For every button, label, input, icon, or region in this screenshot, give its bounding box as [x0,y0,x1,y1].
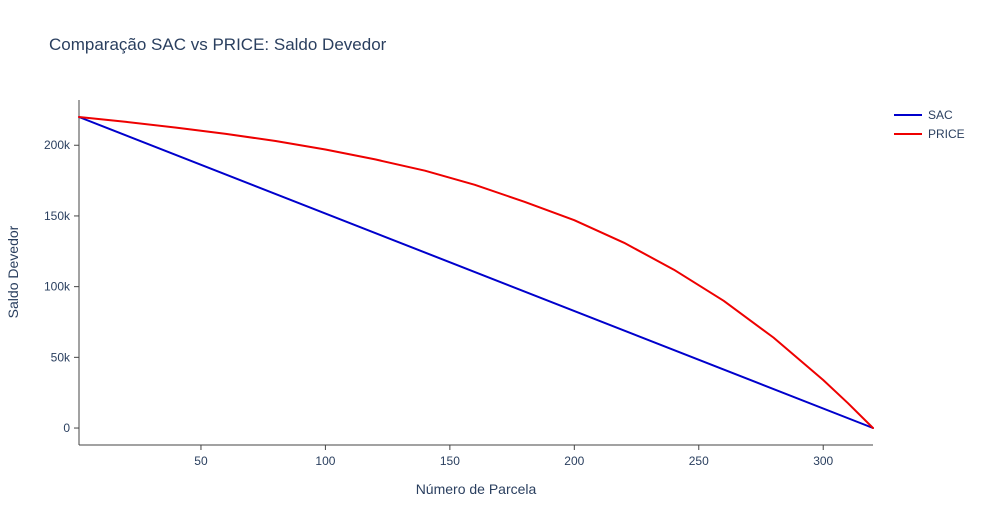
legend: SAC PRICE [894,108,965,141]
x-axis-title: Número de Parcela [416,481,537,497]
y-tick-label: 50k [51,350,71,364]
x-axis-ticks: 50 100 150 200 250 300 [194,445,834,468]
y-tick-label: 0 [63,421,70,435]
x-tick-label: 50 [194,454,208,468]
y-tick-label: 100k [44,280,71,294]
x-tick-label: 100 [315,454,335,468]
y-axis-title: Saldo Devedor [5,225,21,318]
series-layer [78,116,874,429]
x-tick-label: 250 [689,454,709,468]
x-tick-label: 200 [564,454,584,468]
x-tick-label: 300 [813,454,833,468]
chart-title: Comparação SAC vs PRICE: Saldo Devedor [49,35,387,54]
axes [78,100,873,446]
y-tick-label: 200k [44,138,71,152]
y-axis-ticks: 0 50k 100k 150k 200k [44,138,79,435]
legend-label-sac: SAC [928,108,953,122]
series-line-price [78,116,874,429]
x-tick-label: 150 [440,454,460,468]
y-tick-label: 150k [44,209,71,223]
legend-label-price: PRICE [928,127,965,141]
series-line-sac [78,116,874,429]
